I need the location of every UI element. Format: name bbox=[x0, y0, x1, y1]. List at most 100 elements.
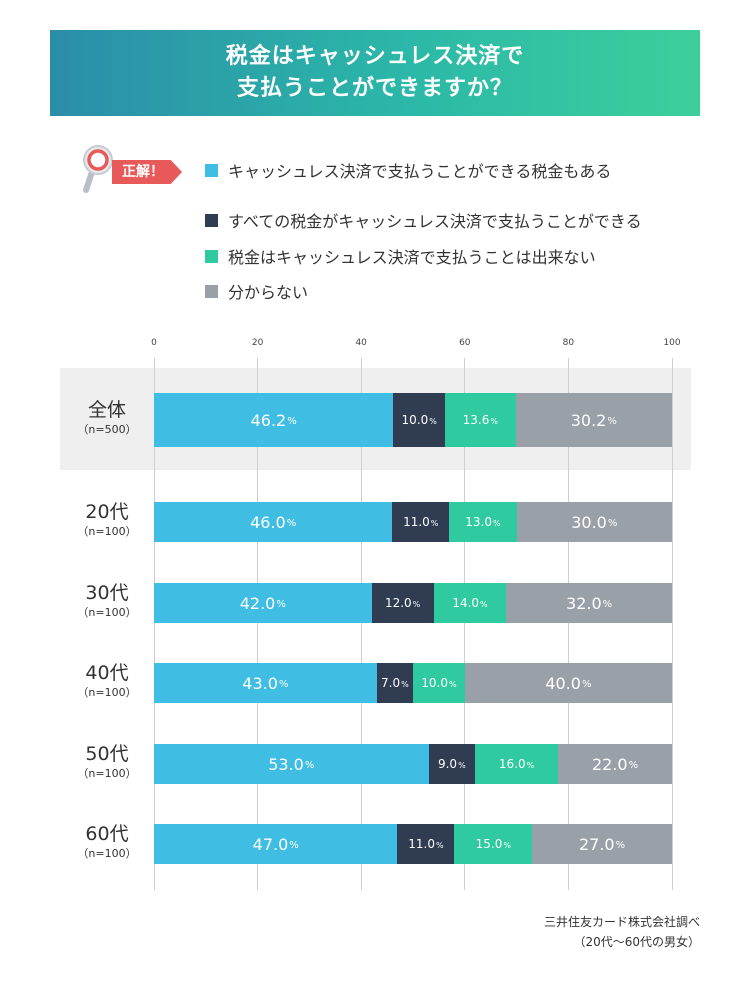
percent-sign: % bbox=[602, 599, 613, 610]
x-tick-label: 100 bbox=[663, 338, 681, 348]
data-label: 27.0 bbox=[578, 834, 615, 854]
percent-sign: % bbox=[430, 519, 439, 528]
x-tick-label: 0 bbox=[151, 338, 157, 348]
percent-sign: % bbox=[289, 840, 299, 851]
row-name: 40代 bbox=[85, 662, 129, 684]
bar-segment: 53.0% bbox=[154, 744, 429, 784]
percent-sign: % bbox=[458, 761, 466, 770]
percent-sign: % bbox=[286, 518, 297, 529]
percent-sign: % bbox=[278, 679, 289, 690]
percent-sign: % bbox=[412, 600, 421, 609]
gridline bbox=[153, 358, 155, 890]
gridline bbox=[464, 358, 466, 890]
source-line-2: （20代〜60代の男女） bbox=[573, 935, 700, 949]
data-label: 12.0 bbox=[384, 596, 412, 610]
data-label: 10.0 bbox=[421, 676, 448, 690]
row-name: 60代 bbox=[85, 823, 129, 845]
bar-segment: 11.0% bbox=[397, 824, 455, 864]
row-name: 50代 bbox=[85, 743, 129, 765]
data-label: 40.0 bbox=[545, 673, 581, 693]
percent-sign: % bbox=[276, 599, 286, 610]
percent-sign: % bbox=[503, 841, 511, 850]
data-label: 46.2 bbox=[250, 410, 287, 430]
legend-item: キャッシュレス決済で支払うことができる税金もある bbox=[205, 158, 611, 182]
bar-segment: 46.0% bbox=[154, 502, 393, 542]
bar-segment: 15.0% bbox=[454, 824, 533, 864]
data-label: 11.0 bbox=[408, 837, 435, 851]
row-sample-size: （n=500） bbox=[77, 423, 137, 436]
row-name: 全体 bbox=[87, 399, 126, 421]
data-label: 42.0 bbox=[239, 593, 276, 613]
row-label: 40代 （n=100） bbox=[60, 661, 154, 701]
bar-segment: 40.0% bbox=[464, 663, 672, 703]
row-label: 30代 （n=100） bbox=[60, 581, 154, 621]
bar-segment: 13.0% bbox=[449, 502, 517, 542]
correct-answer-tag: 正解！ bbox=[112, 160, 182, 184]
title-line-2: 支払うことができますか？ bbox=[236, 76, 513, 101]
percent-sign: % bbox=[526, 761, 535, 770]
legend-item: 分からない bbox=[205, 279, 308, 303]
percent-sign: % bbox=[401, 680, 409, 689]
bar-segment: 13.6% bbox=[445, 393, 516, 447]
bar-segment: 22.0% bbox=[558, 744, 672, 784]
row-label: 20代 （n=100） bbox=[60, 500, 154, 540]
percent-sign: % bbox=[607, 416, 617, 427]
legend-swatch bbox=[205, 163, 218, 177]
title-banner: 税金はキャッシュレス決済で 支払うことができますか？ bbox=[50, 30, 700, 116]
gridline bbox=[360, 358, 362, 890]
row-label: 50代 （n=100） bbox=[60, 742, 154, 782]
percent-sign: % bbox=[607, 518, 618, 529]
percent-sign: % bbox=[480, 600, 488, 609]
percent-sign: % bbox=[435, 841, 444, 850]
data-label: 11.0 bbox=[403, 515, 430, 529]
percent-sign: % bbox=[581, 679, 592, 690]
gridline bbox=[257, 358, 259, 890]
data-label: 47.0 bbox=[252, 834, 289, 854]
data-label: 15.0 bbox=[475, 837, 503, 851]
data-label: 53.0 bbox=[268, 754, 304, 774]
row-name: 20代 bbox=[85, 501, 129, 523]
legend-swatch bbox=[205, 213, 218, 227]
data-label: 16.0 bbox=[498, 757, 526, 771]
bar-segment: 9.0% bbox=[428, 744, 476, 784]
row-sample-size: （n=100） bbox=[77, 847, 137, 860]
legend-swatch bbox=[205, 284, 218, 298]
row-label: 60代 （n=100） bbox=[60, 822, 154, 862]
bar-segment: 11.0% bbox=[392, 502, 450, 542]
bar-segment: 43.0% bbox=[154, 663, 377, 703]
data-label: 9.0 bbox=[437, 757, 458, 771]
percent-sign: % bbox=[615, 840, 626, 851]
gridline bbox=[671, 358, 673, 890]
title-line-1: 税金はキャッシュレス決済で bbox=[225, 44, 525, 69]
source-note: 三井住友カード株式会社調べ （20代〜60代の男女） bbox=[544, 912, 700, 952]
bar-segment: 47.0% bbox=[154, 824, 398, 864]
x-tick-label: 20 bbox=[251, 338, 264, 348]
data-label: 7.0 bbox=[381, 676, 401, 690]
bar-segment: 30.2% bbox=[515, 393, 672, 447]
legend-swatch bbox=[205, 249, 218, 263]
data-label: 32.0 bbox=[566, 593, 602, 613]
data-label: 46.0 bbox=[250, 512, 286, 532]
x-tick-label: 80 bbox=[562, 338, 575, 348]
legend-label: 分からない bbox=[228, 283, 309, 302]
legend-item: 税金はキャッシュレス決済で支払うことは出来ない bbox=[205, 244, 596, 268]
source-line-1: 三井住友カード株式会社調べ bbox=[543, 915, 700, 929]
percent-sign: % bbox=[628, 760, 639, 771]
percent-sign: % bbox=[490, 417, 498, 426]
x-tick-label: 60 bbox=[459, 338, 471, 348]
x-tick-label: 40 bbox=[355, 338, 367, 348]
legend-label: キャッシュレス決済で支払うことができる税金もある bbox=[228, 162, 612, 181]
data-label: 10.0 bbox=[401, 413, 429, 427]
bar-segment: 12.0% bbox=[371, 583, 434, 623]
row-name: 30代 bbox=[85, 582, 129, 604]
magnifier-icon bbox=[83, 145, 113, 193]
row-label: 全体 （n=500） bbox=[60, 398, 154, 438]
row-sample-size: （n=100） bbox=[77, 686, 137, 699]
percent-sign: % bbox=[429, 417, 437, 426]
legend-label: すべての税金がキャッシュレス決済で支払うことができる bbox=[228, 212, 642, 231]
bar-segment: 14.0% bbox=[433, 583, 507, 623]
bar-segment: 16.0% bbox=[475, 744, 559, 784]
data-label: 30.2 bbox=[570, 410, 607, 430]
data-label: 22.0 bbox=[591, 754, 628, 774]
bar-segment: 7.0% bbox=[376, 663, 413, 703]
